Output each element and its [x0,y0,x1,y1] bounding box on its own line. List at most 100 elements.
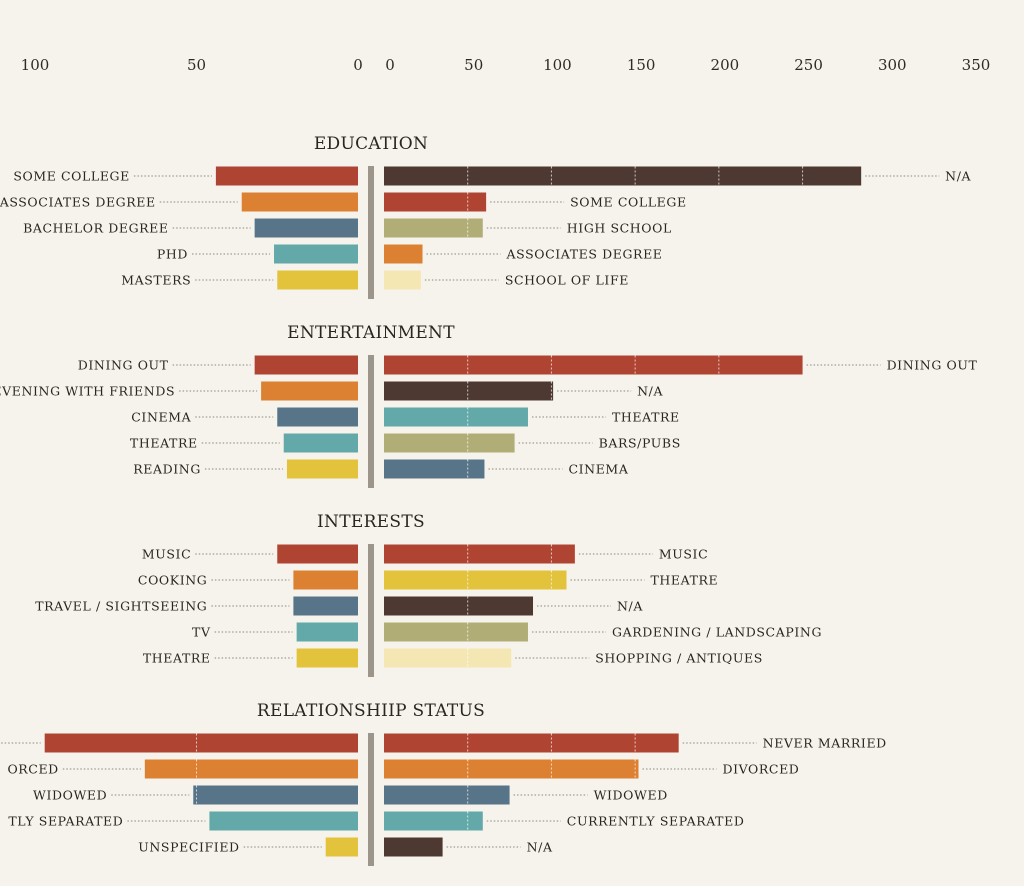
right-bar [384,192,487,212]
left-bar [325,837,358,857]
right-bar [384,622,528,642]
right-bar [384,433,515,453]
left-bar-label: DINING OUT [78,358,169,373]
left-bar [277,270,358,290]
right-bar-label: GARDENING / LANDSCAPING [612,625,822,640]
left-bar [293,596,358,616]
right-bar-label: THEATRE [650,573,718,588]
left-bar [277,544,358,564]
right-axis-tick: 150 [627,56,656,74]
section-title: INTERESTS [317,512,425,532]
chart-section: EDUCATION SOME COLLEGE ASSOCIATES DEGREE BA… [0,134,971,299]
right-bar [384,459,485,479]
center-divider [368,166,374,299]
right-bar [384,570,567,590]
center-divider [368,733,374,866]
left-bar [241,192,358,212]
right-bar-label: ASSOCIATES DEGREE [506,247,663,262]
right-bar [384,837,443,857]
left-bar-label: EVENING WITH FRIENDS [0,384,175,399]
right-bar [384,596,534,616]
section-title: RELATIONSHIIP STATUS [257,701,485,721]
right-bar [384,733,679,753]
right-bar [384,811,483,831]
left-axis-tick: 50 [187,56,206,74]
left-bar [193,785,358,805]
left-bar-label: MASTERS [121,273,191,288]
left-axis-tick: 0 [353,56,363,74]
left-bar-label: MUSIC [142,547,191,562]
right-axis-tick: 0 [385,56,395,74]
left-bar-label: TRAVEL / SIGHTSEEING [35,599,207,614]
center-divider [368,355,374,488]
left-bar-label: TLY SEPARATED [8,814,123,829]
left-bar [144,759,358,779]
section-title: EDUCATION [314,134,428,154]
left-bar-label: TV [192,625,211,640]
left-bar [261,381,358,401]
left-bar-label: UNSPECIFIED [138,840,239,855]
right-bar [384,218,483,238]
center-divider [368,544,374,677]
right-bar-label: SCHOOL OF LIFE [505,273,629,288]
right-bar-label: THEATRE [612,410,680,425]
right-bar-label: DIVORCED [722,762,799,777]
left-bar [254,218,358,238]
right-bar-label: N/A [617,599,643,614]
right-bar-label: SOME COLLEGE [570,195,687,210]
left-bar-label: ORCED [7,762,58,777]
right-axis-tick: 300 [878,56,907,74]
left-bar [283,433,358,453]
left-bar-label: SOME COLLEGE [13,169,130,184]
left-bar [296,648,358,668]
left-bar-label: CINEMA [131,410,191,425]
right-bar [384,759,639,779]
left-bar [209,811,358,831]
chart-section: ENTERTAINMENT DINING OUT EVENING WITH FRIE… [0,323,977,488]
right-bar [384,648,512,668]
right-bar-label: SHOPPING / ANTIQUES [595,651,763,666]
right-axis-tick: 50 [464,56,483,74]
right-axis-tick: 350 [962,56,991,74]
chart-section: RELATIONSHIIP STATUS ORCED WIDOWED TLY SEPA… [0,701,887,866]
left-bar [254,355,358,375]
right-bar-label: CURRENTLY SEPARATED [567,814,745,829]
right-bar-label: N/A [637,384,663,399]
left-bar-label: ASSOCIATES DEGREE [0,195,156,210]
right-bar-label: MUSIC [659,547,708,562]
right-bar [384,355,803,375]
right-axis-tick: 100 [543,56,572,74]
left-bar [44,733,358,753]
right-bar [384,785,510,805]
left-bar [274,244,358,264]
right-bar [384,244,423,264]
left-bar-label: WIDOWED [33,788,107,803]
left-bar-label: PHD [157,247,188,262]
right-bar [384,381,554,401]
right-bar-label: N/A [527,840,553,855]
right-bar [384,544,575,564]
axis-ticks: 100 50 0 0 50 100 150 200 250 300 350 [21,56,991,74]
right-bar-label: NEVER MARRIED [763,736,887,751]
chart-groups: EDUCATION SOME COLLEGE ASSOCIATES DEGREE BA… [0,134,977,866]
right-bar-label: WIDOWED [594,788,668,803]
right-bar-label: DINING OUT [887,358,978,373]
right-axis-tick: 250 [794,56,823,74]
left-bar [296,622,358,642]
left-bar-label: BACHELOR DEGREE [23,221,169,236]
chart-section: INTERESTS MUSIC COOKING TRAVEL / SIGHTSEEIN… [35,512,822,677]
right-bar-label: CINEMA [568,462,628,477]
right-bar-label: HIGH SCHOOL [567,221,672,236]
right-bar-label: N/A [945,169,971,184]
right-bar [384,407,528,427]
left-bar-label: READING [133,462,201,477]
left-bar [215,166,358,186]
left-bar-label: THEATRE [130,436,198,451]
left-bar [286,459,358,479]
right-axis-tick: 200 [711,56,740,74]
section-title: ENTERTAINMENT [287,323,455,343]
left-axis-tick: 100 [21,56,50,74]
right-bar-label: BARS/PUBS [599,436,681,451]
left-bar [277,407,358,427]
